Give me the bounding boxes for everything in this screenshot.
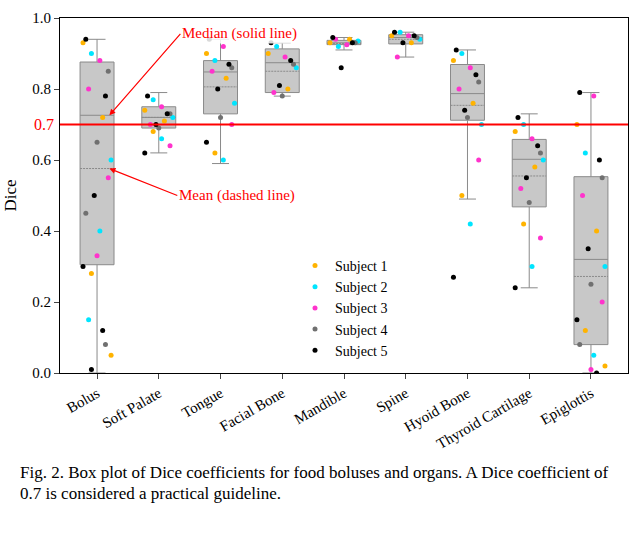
svg-text:Subject 3: Subject 3	[335, 301, 388, 316]
svg-text:Median (solid line): Median (solid line)	[182, 25, 297, 42]
svg-text:0.7: 0.7	[34, 116, 54, 133]
html-text:Fig. 2. Box plot of Dice coeff: Fig. 2. Box plot of Dice coefficients fo…	[20, 463, 609, 504]
svg-text:Mandible: Mandible	[291, 385, 349, 428]
svg-text:Spine: Spine	[373, 385, 411, 416]
svg-text:Tongue: Tongue	[179, 385, 226, 421]
svg-text:0.8: 0.8	[32, 81, 51, 97]
svg-text:Mean (dashed line): Mean (dashed line)	[179, 187, 295, 204]
svg-text:Subject 1: Subject 1	[335, 259, 388, 274]
svg-text:Hyoid Bone: Hyoid Bone	[402, 385, 473, 435]
svg-text:Epiglottis: Epiglottis	[538, 385, 597, 428]
svg-text:Bolus: Bolus	[64, 385, 102, 416]
svg-text:Dice: Dice	[1, 179, 20, 211]
svg-text:Subject 2: Subject 2	[335, 280, 388, 295]
svg-text:Facial Bone: Facial Bone	[217, 385, 288, 435]
svg-text:1.0: 1.0	[32, 10, 51, 26]
svg-text:0.4: 0.4	[32, 223, 51, 239]
svg-text:Thyroid Cartilage: Thyroid Cartilage	[434, 385, 535, 453]
svg-text:Soft Palate: Soft Palate	[99, 385, 164, 432]
svg-text:0.6: 0.6	[32, 152, 51, 168]
svg-text:0.2: 0.2	[32, 294, 51, 310]
svg-text:0.0: 0.0	[32, 365, 51, 381]
svg-text:Subject 5: Subject 5	[335, 344, 388, 359]
svg-text:Subject 4: Subject 4	[335, 323, 388, 338]
